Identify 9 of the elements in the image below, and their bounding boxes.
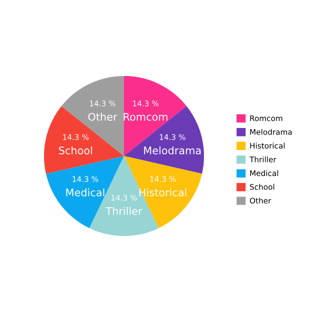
- slice-label: Thriller: [106, 206, 142, 216]
- slice-label: Romcom: [124, 112, 168, 121]
- slice-label: Medical: [66, 188, 104, 196]
- pie-slice: [44, 106, 124, 174]
- pie-slice: [124, 106, 204, 174]
- slice-label: Other: [88, 112, 118, 121]
- slice-label: Melodrama: [144, 146, 201, 154]
- pie-slice: [61, 76, 124, 156]
- slice-label: School: [59, 146, 92, 154]
